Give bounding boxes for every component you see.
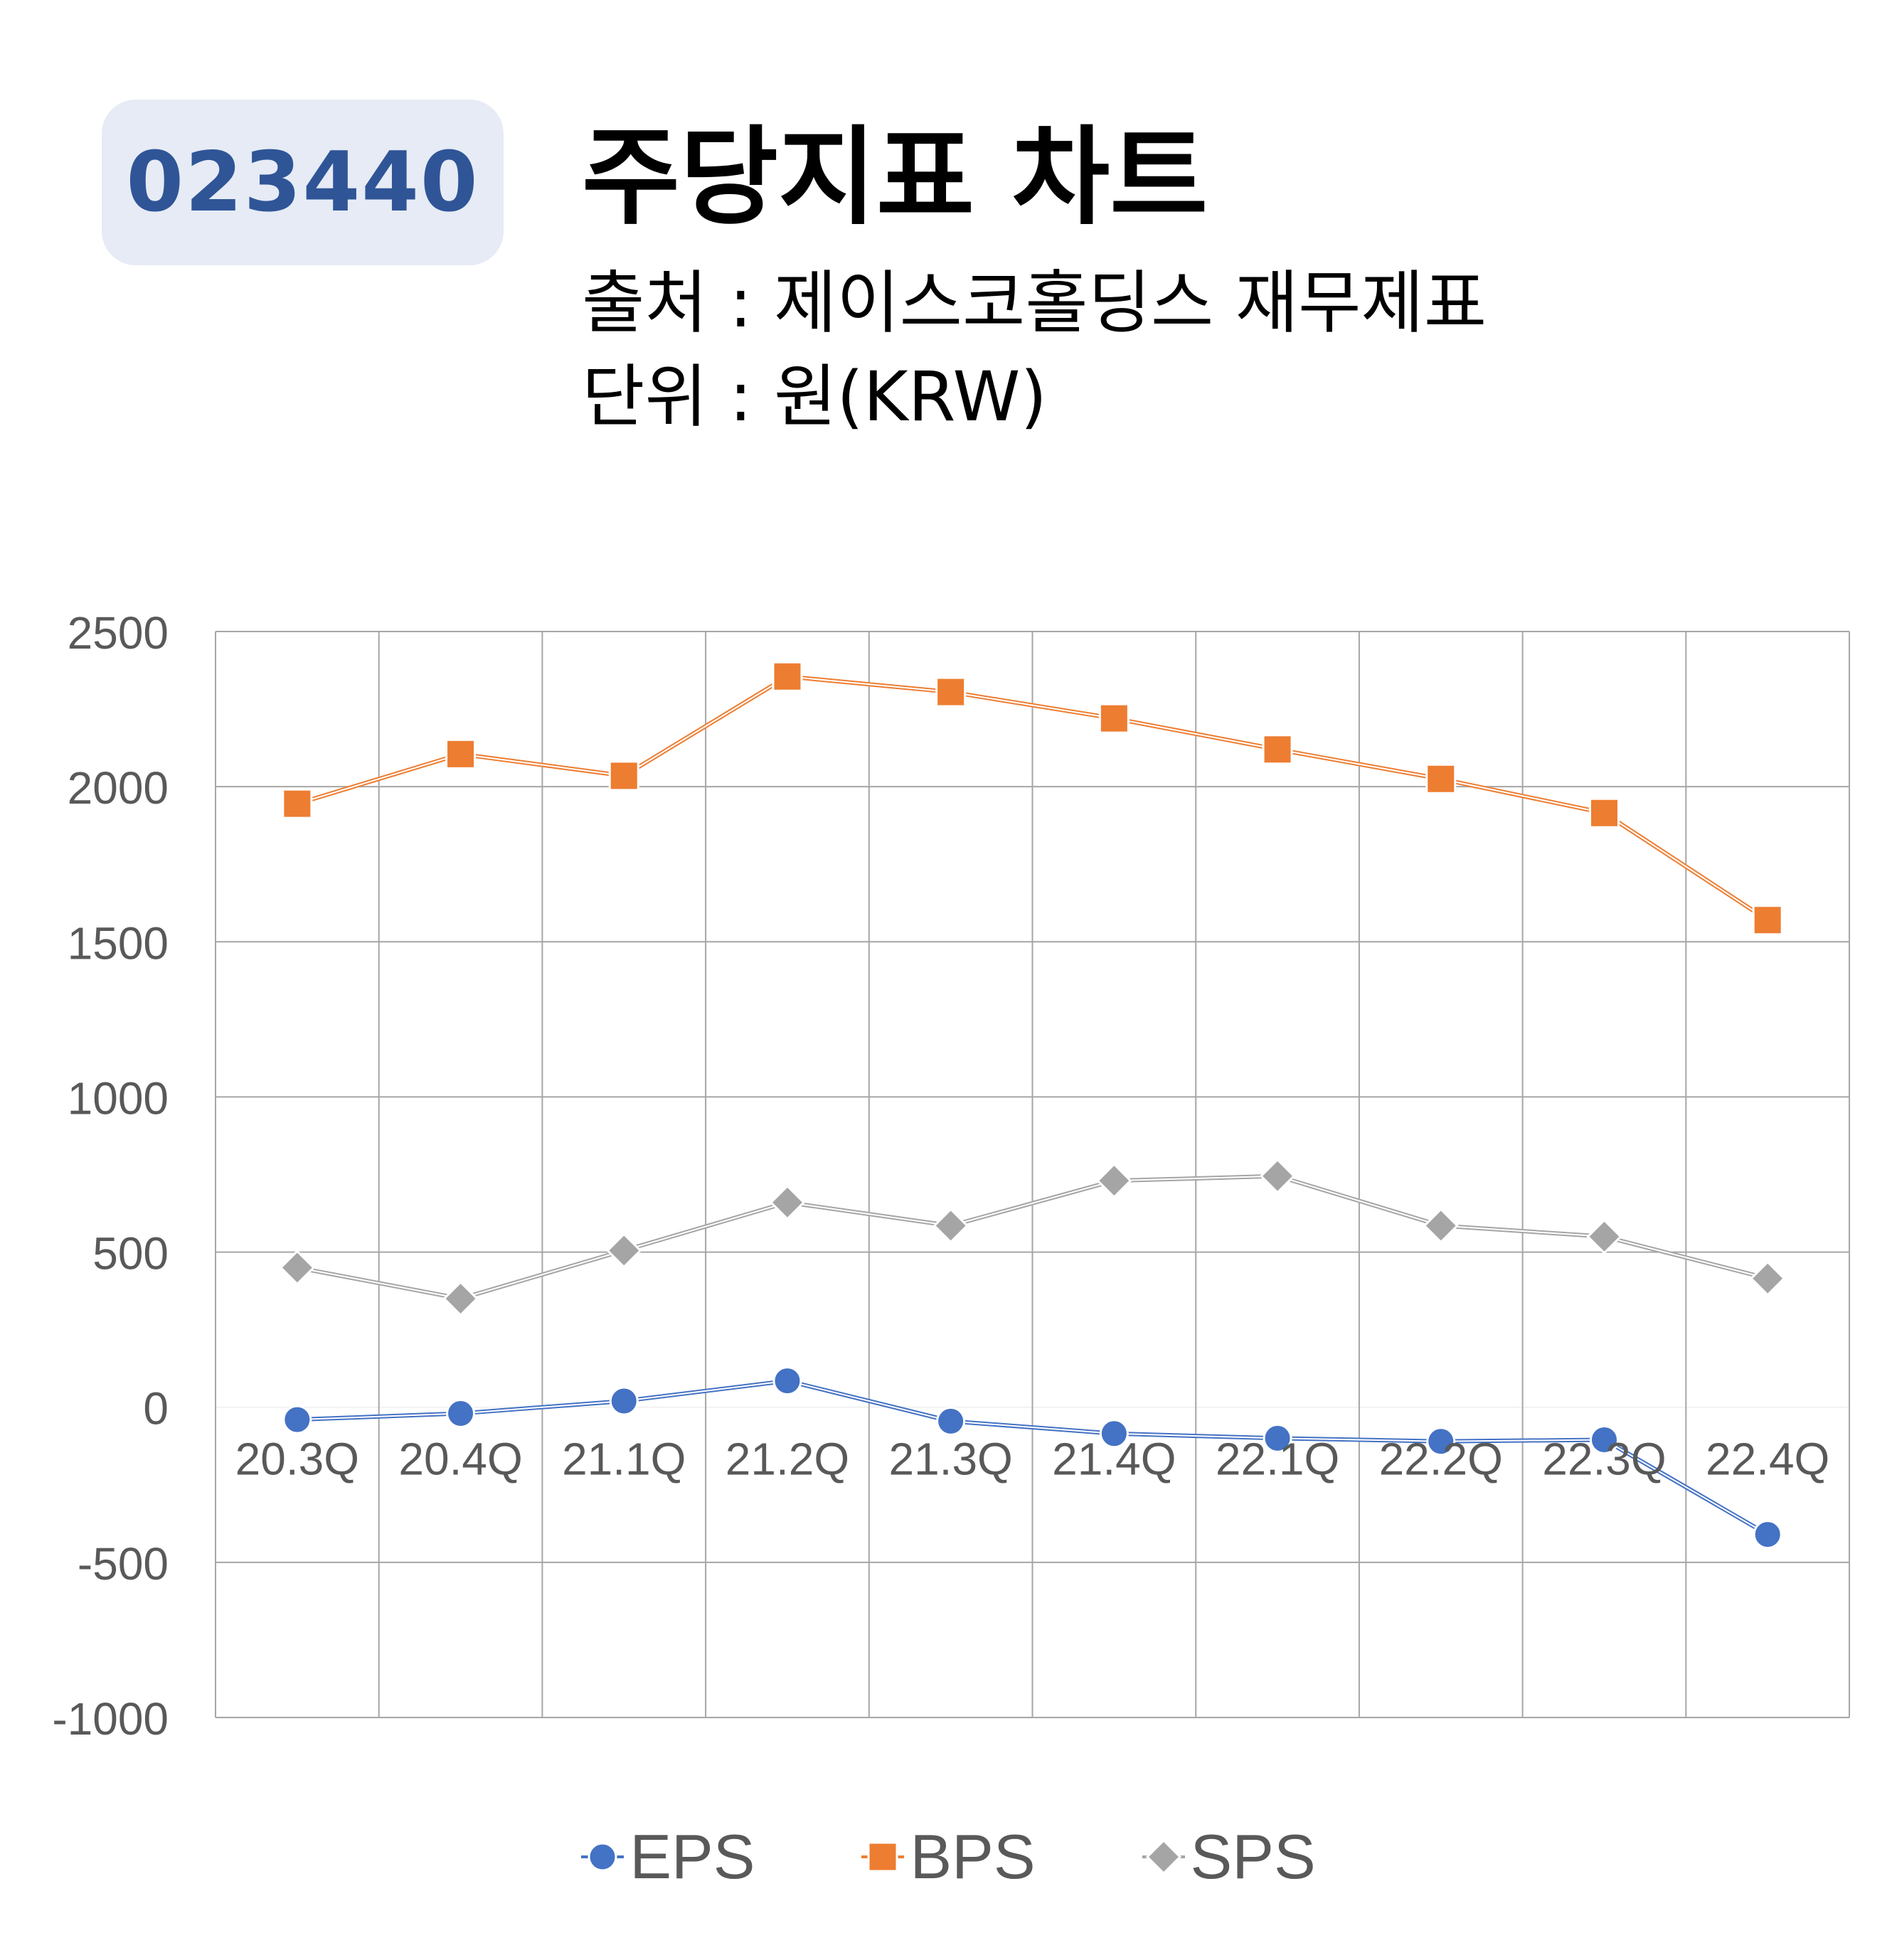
legend-symbol [867,1841,898,1873]
legend-label: EPS [629,1821,755,1892]
data-point-sps [1259,1158,1296,1194]
stock-code-badge: 023440 [102,100,504,265]
data-point-sps [1750,1260,1786,1296]
data-point-sps [932,1208,969,1244]
series-bps [282,661,1783,936]
series-sps [279,1158,1786,1317]
y-axis-labels: 2500 2000 1500 1000 500 0 -500 -1000 [52,607,169,1745]
data-point-bps [445,738,477,769]
y-tick-label: -1000 [52,1693,169,1745]
chart-legend: EPS BPS SPS [0,1821,1897,1893]
series-line-inner-bps [297,676,1768,921]
chart-grid [215,631,1850,1718]
data-point-bps [1425,763,1457,794]
legend-label: SPS [1190,1821,1316,1892]
data-point-eps [1263,1423,1292,1453]
data-point-sps [769,1184,806,1220]
data-point-sps [1096,1163,1132,1199]
chart-series [279,661,1786,1550]
x-tick-label: 21.2Q [726,1434,849,1485]
legend-marker-bps [861,1841,905,1873]
y-tick-label: 500 [92,1228,169,1279]
data-point-eps [1753,1520,1782,1550]
data-point-eps [446,1398,476,1428]
data-point-eps [1589,1425,1619,1455]
data-point-bps [772,661,803,692]
data-point-bps [1752,905,1783,936]
legend-item-sps: SPS [1142,1821,1316,1893]
legend-symbol [1145,1838,1181,1875]
data-point-eps [609,1386,639,1416]
legend-marker-sps [1142,1838,1185,1875]
x-tick-label: 22.3Q [1542,1434,1666,1485]
data-point-sps [442,1280,479,1317]
source-text: 출처 : 제이스코홀딩스 재무제표 [582,263,1487,343]
data-point-bps [1262,734,1293,765]
y-tick-label: 1500 [68,917,169,969]
x-tick-label: 21.1Q [562,1434,686,1485]
data-point-bps [1098,703,1130,734]
x-tick-label: 22.2Q [1379,1434,1503,1485]
legend-item-bps: BPS [861,1821,1036,1893]
unit-text: 단위 : 원(KRW) [582,357,1047,437]
data-point-sps [606,1232,642,1269]
data-point-eps [772,1366,802,1396]
legend-item-eps: EPS [581,1821,755,1893]
data-point-sps [279,1250,315,1286]
x-tick-label: 22.4Q [1706,1434,1829,1485]
y-tick-label: 1000 [68,1072,169,1124]
series-eps [282,1366,1782,1550]
data-point-sps [1423,1208,1459,1244]
legend-symbol [588,1842,617,1872]
series-line-inner-eps [297,1380,1768,1535]
legend-label: BPS [910,1821,1036,1892]
data-point-bps [282,788,313,819]
stock-code: 023440 [126,134,479,230]
y-tick-label: 2000 [68,762,169,814]
data-point-bps [608,760,639,792]
legend-marker-eps [581,1842,625,1872]
y-tick-label: 2500 [68,607,169,659]
y-tick-label: 0 [143,1383,169,1434]
data-point-eps [936,1406,966,1436]
x-tick-label: 22.1Q [1216,1434,1339,1485]
x-tick-label: 21.3Q [888,1434,1012,1485]
data-point-eps [1099,1419,1129,1449]
series-line-inner-sps [297,1175,1768,1300]
data-point-sps [1586,1218,1622,1255]
x-tick-label: 20.4Q [398,1434,522,1485]
data-point-eps [1426,1427,1456,1456]
x-axis-labels: 20.3Q 20.4Q 21.1Q 21.2Q 21.3Q 21.4Q 22.1Q 22.2Q… [235,1434,1830,1485]
y-tick-label: -500 [78,1538,169,1589]
x-tick-label: 21.4Q [1052,1434,1176,1485]
data-point-bps [935,676,967,708]
page-title: 주당지표 차트 [582,116,1208,240]
data-point-bps [1588,797,1620,829]
x-tick-label: 20.3Q [235,1434,359,1485]
data-point-eps [282,1405,312,1434]
